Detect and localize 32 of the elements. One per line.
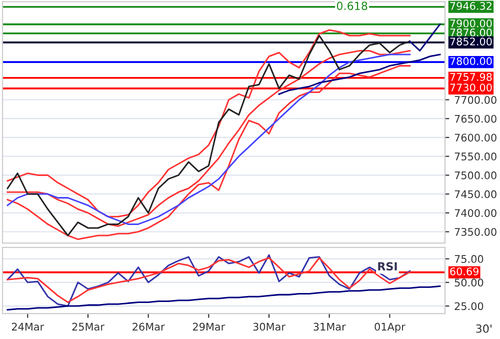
ref-line-label: 7800.00 xyxy=(450,57,492,66)
y-tick-label: 7450.00 xyxy=(454,190,496,198)
line-series xyxy=(278,54,441,95)
x-tick-label: 26Mar xyxy=(132,322,165,331)
annotation: RSI xyxy=(378,262,397,271)
text: 30' xyxy=(476,324,492,333)
y-tick-label: 7400.00 xyxy=(454,209,496,217)
ref-line-label: 7900.00 xyxy=(450,19,492,28)
y-tick-label: 7550.00 xyxy=(454,152,496,160)
y-tick-label: 75.00 xyxy=(454,255,484,263)
y-tick-label: 7350.00 xyxy=(454,228,496,236)
x-tick-label: 25Mar xyxy=(72,322,104,331)
ref-line-label: 7757.98 xyxy=(450,73,492,81)
ref-line-label: 7946.32 xyxy=(450,2,492,10)
x-tick-label: 30Mar xyxy=(253,322,286,331)
y-tick-label: 25.00 xyxy=(454,302,484,310)
line-series xyxy=(409,24,441,52)
x-tick-label: 24Mar xyxy=(12,322,44,331)
annotation: 0.618 xyxy=(336,2,368,10)
ref-line-label: 7876.00 xyxy=(450,28,492,36)
line-series xyxy=(6,285,441,311)
y-tick-label: 7600.00 xyxy=(454,134,496,142)
ref-line-label: 7730.00 xyxy=(450,84,492,92)
y-tick-label: 7500.00 xyxy=(454,171,496,180)
x-tick-label: 29Mar xyxy=(192,322,226,331)
x-tick-label: 01Apr xyxy=(374,322,406,333)
y-tick-label: 7700.00 xyxy=(454,96,496,104)
y-tick-label: 7650.00 xyxy=(454,114,496,123)
ref-line-label: 60.69 xyxy=(450,267,479,276)
y-tick-label: 50.00 xyxy=(454,278,484,287)
ref-line-label: 7852.00 xyxy=(450,38,492,46)
x-tick-label: 31Mar xyxy=(314,322,346,331)
